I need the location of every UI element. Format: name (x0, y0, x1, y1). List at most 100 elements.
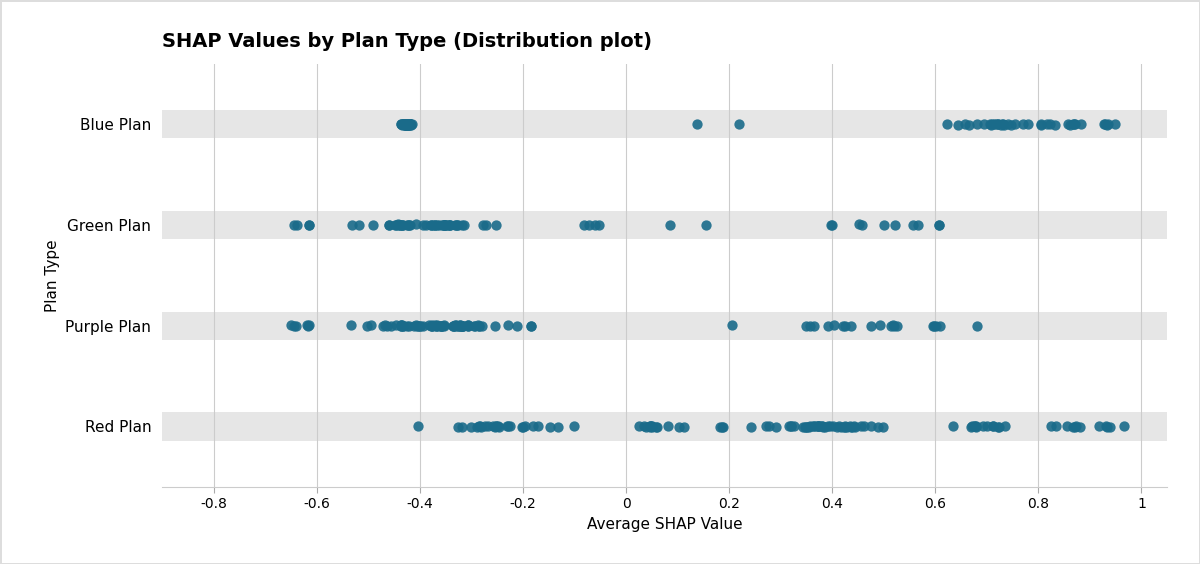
Point (397, 221, 416, 230)
Point (452, 422, 472, 431)
Point (398, 120, 418, 129)
Point (846, 422, 865, 431)
Point (379, 220, 398, 229)
Point (470, 422, 490, 431)
Point (1063, 120, 1082, 129)
Point (832, 422, 851, 431)
Point (473, 321, 492, 330)
Point (422, 321, 442, 331)
Point (904, 220, 923, 229)
Point (396, 120, 415, 129)
Point (660, 220, 679, 229)
Point (586, 221, 605, 230)
Point (391, 321, 410, 331)
Point (472, 422, 491, 431)
Point (364, 221, 383, 230)
Point (392, 321, 412, 330)
Point (443, 321, 462, 331)
Point (421, 221, 440, 230)
Point (824, 321, 844, 330)
Point (440, 221, 460, 230)
Point (809, 422, 828, 431)
Point (390, 221, 409, 230)
Point (779, 421, 798, 430)
Point (397, 120, 416, 129)
Point (959, 120, 978, 129)
Point (924, 321, 943, 331)
Point (462, 422, 481, 431)
Point (888, 321, 907, 331)
Point (998, 120, 1018, 129)
Point (432, 321, 451, 331)
Point (287, 220, 306, 229)
Point (449, 321, 468, 331)
Point (436, 221, 455, 230)
Point (486, 422, 505, 431)
Point (851, 422, 870, 431)
Point (434, 221, 454, 230)
Point (299, 321, 318, 331)
Point (397, 321, 416, 331)
Point (835, 321, 854, 331)
Point (636, 422, 655, 431)
Point (284, 221, 304, 230)
Point (730, 119, 749, 128)
Point (475, 422, 494, 431)
Point (397, 120, 416, 129)
Point (523, 421, 542, 430)
Point (966, 422, 985, 431)
Point (451, 321, 470, 331)
Point (300, 220, 319, 229)
Point (427, 221, 446, 230)
Point (396, 120, 415, 129)
Point (641, 422, 660, 431)
Point (988, 120, 1007, 129)
Point (400, 120, 419, 129)
Point (767, 422, 786, 431)
Point (647, 422, 666, 431)
Point (400, 221, 419, 230)
Point (392, 221, 412, 230)
Point (852, 220, 871, 229)
Point (414, 221, 433, 230)
Text: SHAP Values by Plan Type (Distribution plot): SHAP Values by Plan Type (Distribution p… (162, 32, 653, 51)
Bar (162, 211, 1168, 239)
Point (400, 120, 419, 129)
Point (445, 221, 464, 230)
Point (796, 422, 815, 431)
Point (409, 422, 428, 431)
Point (298, 321, 317, 330)
Point (756, 422, 775, 431)
Point (688, 120, 707, 129)
Point (485, 422, 504, 431)
Point (400, 120, 419, 129)
Point (446, 321, 466, 330)
Point (821, 422, 840, 431)
Point (760, 422, 779, 431)
Point (1094, 119, 1114, 128)
Point (841, 422, 860, 431)
Point (410, 321, 430, 330)
Point (341, 321, 360, 330)
Point (464, 321, 484, 330)
Point (1040, 120, 1060, 129)
Point (1090, 421, 1109, 430)
Point (989, 422, 1008, 431)
Point (967, 120, 986, 129)
Point (401, 120, 420, 129)
Point (812, 422, 832, 431)
Point (434, 321, 454, 330)
Point (458, 321, 478, 330)
Point (781, 422, 800, 431)
Point (433, 220, 452, 229)
Point (869, 422, 888, 431)
Point (1063, 422, 1082, 431)
Point (394, 321, 413, 331)
Point (373, 321, 392, 330)
Point (281, 321, 300, 330)
Point (974, 120, 994, 129)
Point (434, 321, 454, 331)
Point (400, 120, 419, 129)
Point (395, 120, 414, 129)
Point (785, 422, 804, 431)
